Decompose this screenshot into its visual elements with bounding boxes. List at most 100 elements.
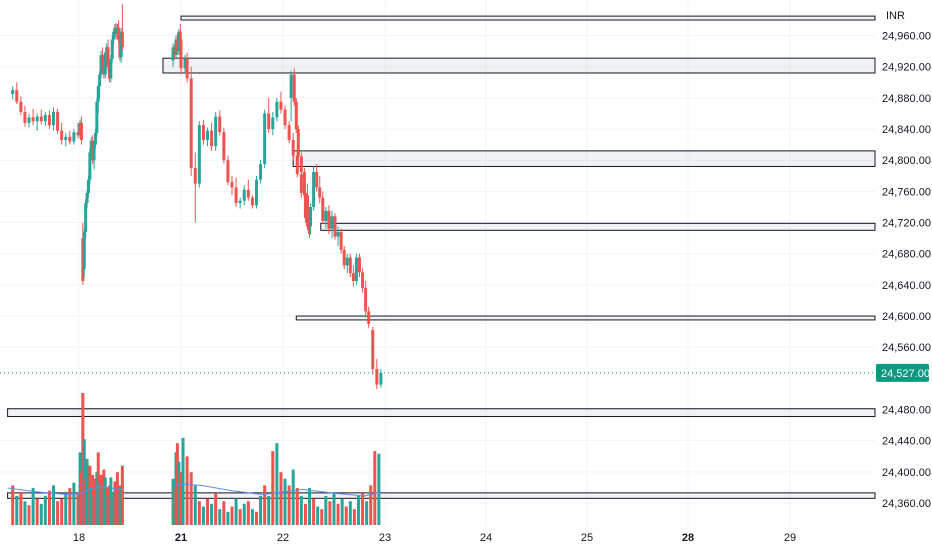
x-axis[interactable]: 18 21 22 23 24 25 28 29 xyxy=(73,532,796,544)
volume-bar-79 xyxy=(279,472,283,525)
candle-102 xyxy=(330,210,334,239)
candle-body-9 xyxy=(47,115,51,126)
candle-101 xyxy=(327,205,331,235)
candle-body-28 xyxy=(93,132,97,145)
volume-bar-81 xyxy=(287,485,291,525)
candle-body-12 xyxy=(60,130,64,140)
candle-14 xyxy=(68,130,72,145)
volume-bar-103 xyxy=(377,453,381,525)
candle-82 xyxy=(287,121,291,144)
candle-59 xyxy=(193,152,197,223)
volume-bar-65 xyxy=(222,501,226,525)
y-tick-label: 24,560.00 xyxy=(882,342,931,354)
volume-bar-7 xyxy=(39,503,43,525)
volume-bar-74 xyxy=(259,495,263,525)
volume-bar-78 xyxy=(275,443,279,525)
price-zones xyxy=(7,15,876,499)
volume-bar-92 xyxy=(332,493,336,525)
volume-bar-59 xyxy=(197,501,201,525)
candle-body-75 xyxy=(259,164,263,180)
candle-9 xyxy=(47,110,51,130)
candle-64 xyxy=(214,111,218,151)
y-axis[interactable]: 24,960.00 24,920.00 24,880.00 24,840.00 24,8… xyxy=(876,31,931,510)
candle-106 xyxy=(342,245,346,270)
candle-88 xyxy=(289,70,293,122)
candle-body-104 xyxy=(336,231,340,237)
candle-body-98 xyxy=(318,187,322,198)
candle-body-40 xyxy=(110,39,114,59)
candle-55 xyxy=(179,34,183,75)
candle-body-74 xyxy=(254,179,258,206)
candle-105 xyxy=(339,228,343,254)
candle-body-11 xyxy=(56,111,60,131)
y-tick-label: 24,800.00 xyxy=(882,155,931,167)
candle-60 xyxy=(197,121,201,188)
volume-ma-line-0 xyxy=(7,486,123,496)
price-zone-5 xyxy=(7,408,876,418)
candle-89 xyxy=(292,68,296,106)
candle-67 xyxy=(226,155,230,186)
candle-58 xyxy=(189,66,193,176)
candle-39 xyxy=(109,55,113,83)
candle-16 xyxy=(76,122,80,139)
candle-115 xyxy=(371,326,375,375)
candle-body-109 xyxy=(351,273,355,281)
candle-62 xyxy=(206,127,210,147)
candle-body-76 xyxy=(263,113,267,165)
candle-body-31 xyxy=(98,74,102,87)
currency-label: INR xyxy=(886,10,905,22)
candle-110 xyxy=(354,253,358,285)
candle-27 xyxy=(92,140,96,170)
y-tick-label: 24,760.00 xyxy=(882,186,931,198)
volume-bar-77 xyxy=(271,451,275,525)
candle-body-27 xyxy=(92,144,96,161)
volume-bar-3 xyxy=(23,501,27,525)
candle-body-59 xyxy=(193,168,197,184)
candle-body-3 xyxy=(23,111,27,123)
candle-5 xyxy=(31,108,35,126)
candle-75 xyxy=(259,160,263,184)
candle-74 xyxy=(254,175,258,209)
candle-81 xyxy=(283,105,287,130)
volume-bar-61 xyxy=(206,498,210,525)
candle-2 xyxy=(19,96,23,116)
price-zone-4 xyxy=(295,315,876,321)
candle-77 xyxy=(267,97,271,133)
candle-111 xyxy=(358,253,361,278)
volume-bar-4 xyxy=(27,505,31,525)
price-zone-1 xyxy=(162,57,876,74)
candle-37 xyxy=(106,39,110,71)
candle-63 xyxy=(210,122,214,151)
grid xyxy=(0,0,875,527)
candle-body-82 xyxy=(287,125,291,140)
candle-body-67 xyxy=(226,160,230,183)
candle-10 xyxy=(52,107,55,131)
price-zone-6 xyxy=(7,492,876,499)
candle-body-16 xyxy=(76,132,80,136)
candle-body-90 xyxy=(294,101,298,130)
candle-108 xyxy=(348,253,352,278)
candle-body-100 xyxy=(324,210,328,221)
candle-117 xyxy=(379,369,383,388)
candle-body-33 xyxy=(100,55,104,63)
candle-103 xyxy=(333,213,337,240)
volume-bar-6 xyxy=(35,498,39,525)
volume-bar-10 xyxy=(52,485,55,525)
volume-bar-89 xyxy=(320,509,324,525)
candle-68 xyxy=(230,175,234,196)
candle-95 xyxy=(309,203,313,235)
candle-body-29 xyxy=(95,101,99,133)
volume-bar-15 xyxy=(72,482,76,525)
volume-bar-64 xyxy=(218,509,222,525)
candle-body-20 xyxy=(82,231,86,270)
candle-body-30 xyxy=(96,86,100,102)
candle-body-83 xyxy=(291,139,295,156)
candle-body-24 xyxy=(88,152,92,180)
candle-body-117 xyxy=(379,372,383,385)
volume-bar-13 xyxy=(64,493,68,525)
candle-78 xyxy=(271,111,275,136)
candle-114 xyxy=(367,306,371,328)
candle-98 xyxy=(318,175,322,204)
candle-body-69 xyxy=(234,187,238,204)
